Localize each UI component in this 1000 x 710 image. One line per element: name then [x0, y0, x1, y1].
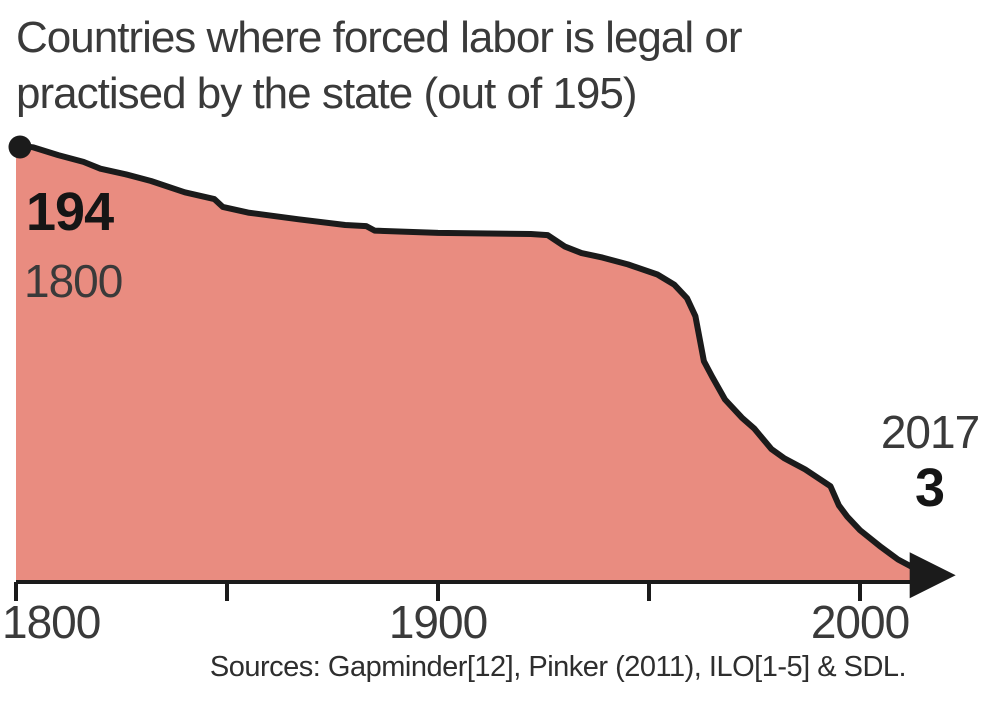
page-title: Countries where forced labor is legal or…: [16, 10, 742, 122]
x-tick-label-1900: 1900: [388, 596, 488, 648]
start-year-label: 1800: [24, 255, 123, 307]
source-attribution: Sources: Gapminder[12], Pinker (2011), I…: [209, 651, 907, 683]
start-value-label: 194: [26, 182, 114, 242]
end-value-label: 3: [914, 458, 946, 518]
title-line-1: Countries where forced labor is legal or: [16, 13, 742, 62]
x-tick-label-2000: 2000: [810, 596, 910, 648]
title-line-2: practised by the state (out of 195): [16, 69, 637, 118]
end-year-label: 2017: [880, 406, 980, 458]
x-tick-label-1800: 1800: [2, 596, 101, 648]
end-annotation: 2017 3: [852, 408, 1000, 516]
